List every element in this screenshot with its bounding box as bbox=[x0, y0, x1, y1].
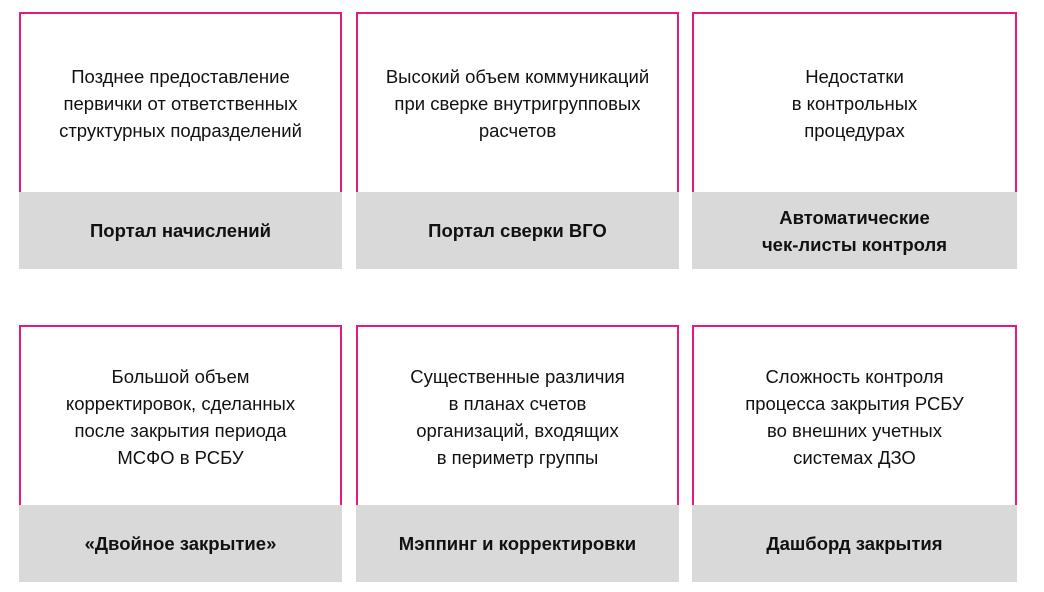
card-double-close: Большой объем корректировок, сделанных п… bbox=[19, 325, 342, 582]
card-solution: Дашборд закрытия bbox=[692, 505, 1017, 582]
card-solution: Портал начислений bbox=[19, 192, 342, 269]
card-closing-dashboard: Сложность контроля процесса закрытия РСБ… bbox=[692, 325, 1017, 582]
card-problem: Существенные различия в планах счетов ор… bbox=[356, 325, 679, 506]
card-problem: Недостатки в контрольных процедурах bbox=[692, 12, 1017, 193]
card-solution: «Двойное закрытие» bbox=[19, 505, 342, 582]
card-problem: Большой объем корректировок, сделанных п… bbox=[19, 325, 342, 506]
card-intragroup-reconciliation-portal: Высокий объем коммуникаций при сверке вн… bbox=[356, 12, 679, 269]
card-problem: Высокий объем коммуникаций при сверке вн… bbox=[356, 12, 679, 193]
card-auto-checklists: Недостатки в контрольных процедурах Авто… bbox=[692, 12, 1017, 269]
card-mapping: Существенные различия в планах счетов ор… bbox=[356, 325, 679, 582]
card-problem: Позднее предоставление первички от ответ… bbox=[19, 12, 342, 193]
card-solution: Мэппинг и корректировки bbox=[356, 505, 679, 582]
card-solution: Портал сверки ВГО bbox=[356, 192, 679, 269]
card-problem: Сложность контроля процесса закрытия РСБ… bbox=[692, 325, 1017, 506]
card-accruals-portal: Позднее предоставление первички от ответ… bbox=[19, 12, 342, 269]
card-solution: Автоматические чек-листы контроля bbox=[692, 192, 1017, 269]
